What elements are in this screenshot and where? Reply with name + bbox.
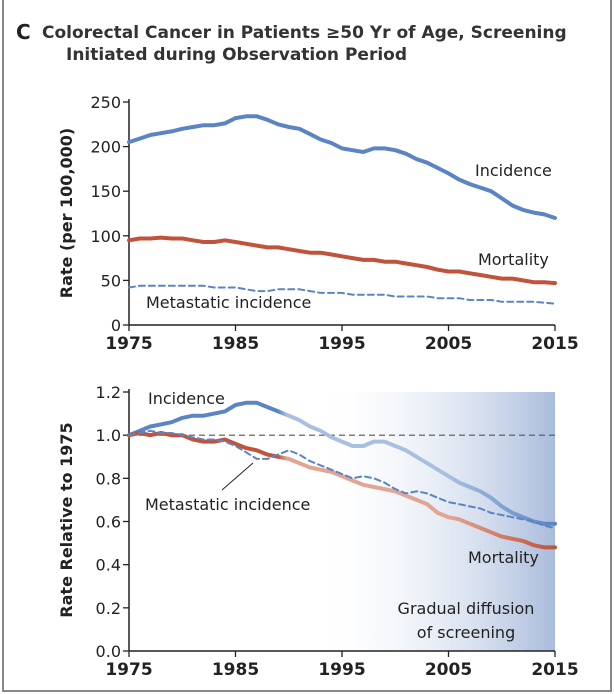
x-tick-label: 2005 xyxy=(425,334,472,354)
series-line-metastatic-incidence xyxy=(128,284,556,305)
chart-title-line-1: Colorectal Cancer in Patients ≥50 Yr of … xyxy=(42,23,567,43)
y-tick-label: 50 xyxy=(101,271,121,290)
y-tick-label: 0.4 xyxy=(96,556,121,575)
annotation-line-2: of screening xyxy=(417,623,515,642)
x-tick-label: 2005 xyxy=(425,660,472,680)
panel-letter: C xyxy=(16,20,31,44)
y-tick-label: 1.0 xyxy=(96,426,121,445)
y-tick-label: 0.8 xyxy=(96,469,121,488)
series-line-incidence xyxy=(127,114,557,220)
y-tick-label: 0 xyxy=(111,316,121,335)
y-tick-label: 0.2 xyxy=(96,599,121,618)
series-label-metastatic-incidence: Metastatic incidence xyxy=(146,293,311,312)
x-tick-label: 1985 xyxy=(212,660,259,680)
x-tick-label: 1975 xyxy=(105,334,152,354)
x-tick-label: 1975 xyxy=(105,660,152,680)
y-tick-label: 100 xyxy=(90,227,121,246)
x-tick-label: 1995 xyxy=(318,660,365,680)
series-line-metastatic-incidence xyxy=(128,429,556,529)
x-tick-label: 2015 xyxy=(531,660,578,680)
series-label-metastatic-incidence: Metastatic incidence xyxy=(145,495,310,514)
x-tick-label: 1985 xyxy=(212,334,259,354)
y-axis-label: Rate (per 100,000) xyxy=(57,128,76,298)
annotation-line-1: Gradual diffusion xyxy=(398,599,535,618)
series-line-incidence xyxy=(127,400,557,526)
series-line-mortality xyxy=(127,235,557,286)
y-tick-label: 150 xyxy=(90,182,121,201)
y-tick-label: 0.0 xyxy=(96,642,121,661)
y-tick-label: 250 xyxy=(90,93,121,112)
series-label-mortality: Mortality xyxy=(468,548,539,567)
metastatic-leader-line xyxy=(221,462,254,491)
series-label-incidence: Incidence xyxy=(148,389,225,408)
series-label-incidence: Incidence xyxy=(475,161,552,180)
x-tick-label: 2015 xyxy=(531,334,578,354)
y-tick-label: 1.2 xyxy=(96,383,121,402)
chart-title: Colorectal Cancer in Patients ≥50 Yr of … xyxy=(42,22,567,66)
series-line-mortality xyxy=(127,431,557,550)
x-tick-label: 1995 xyxy=(318,334,365,354)
y-axis-label: Rate Relative to 1975 xyxy=(57,422,76,617)
series-label-mortality: Mortality xyxy=(478,250,549,269)
y-tick-label: 0.6 xyxy=(96,513,121,532)
chart-title-line-2: Initiated during Observation Period xyxy=(66,45,408,65)
y-tick-label: 200 xyxy=(90,138,121,157)
